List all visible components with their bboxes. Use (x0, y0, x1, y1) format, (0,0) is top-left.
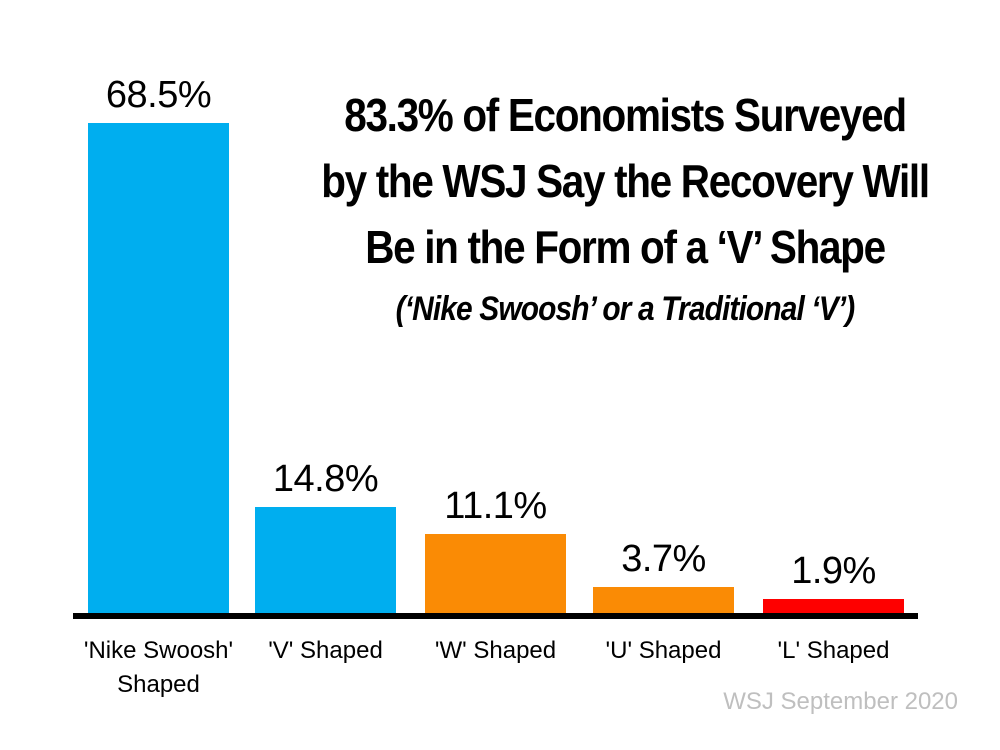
bar (593, 587, 734, 613)
bar-value-label: 68.5% (105, 74, 212, 116)
bar-category-label: 'V' Shaped (268, 637, 383, 664)
source-caption: WSJ September 2020 (723, 688, 958, 715)
chart-title-block: 83.3% of Economists Surveyed by the WSJ … (308, 82, 942, 332)
chart-title: 83.3% of Economists Surveyed by the WSJ … (308, 82, 942, 280)
bar (255, 507, 396, 613)
chart-subtitle: (‘Nike Swoosh’ or a Traditional ‘V’) (395, 290, 856, 328)
bar-value-label: 14.8% (272, 458, 379, 500)
bar (425, 534, 566, 613)
bar-value-label: 1.9% (791, 550, 876, 592)
bar-category-label: 'Nike Swoosh' Shaped (83, 637, 234, 698)
bar-category-label: 'W' Shaped (434, 637, 557, 664)
chart-title-line-3: Be in the Form of a ‘V’ Shape (365, 221, 886, 273)
bar (88, 123, 229, 613)
bar-value-label: 11.1% (444, 485, 547, 527)
bar-value-label: 3.7% (621, 538, 706, 580)
chart-title-line-1: 83.3% of Economists Surveyed (344, 89, 907, 141)
bar-category-label: 'U' Shaped (605, 637, 722, 664)
bar (763, 599, 904, 613)
chart-title-line-2: by the WSJ Say the Recovery Will (321, 155, 930, 207)
x-axis-line (73, 613, 918, 619)
bar-category-label: 'L' Shaped (777, 637, 890, 664)
